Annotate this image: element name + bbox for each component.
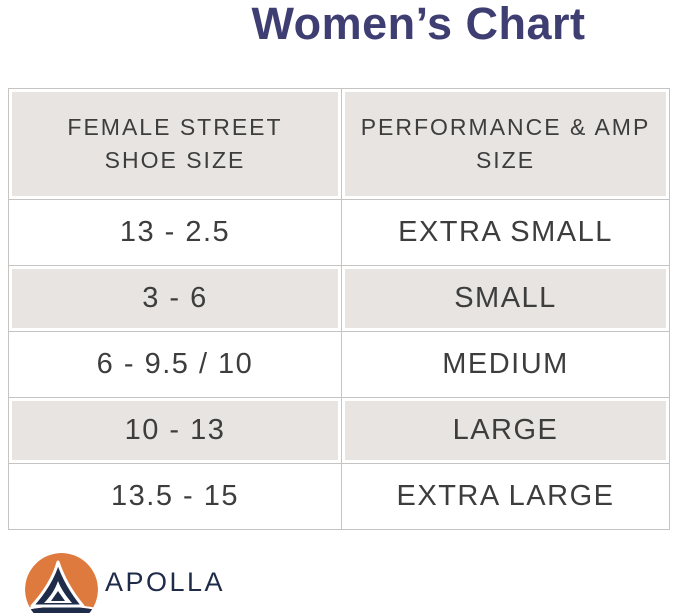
column-header-performance-amp-size: PERFORMANCE & AMP SIZE	[341, 88, 670, 200]
table-row: 3 - 6 SMALL	[8, 265, 670, 332]
brand-name: APOLLA	[105, 567, 226, 597]
shoe-size-cell: 13 - 2.5	[8, 199, 342, 266]
table-row: 6 - 9.5 / 10 MEDIUM	[8, 331, 670, 398]
garment-size-cell: EXTRA SMALL	[341, 199, 670, 266]
column-header-shoe-size: FEMALE STREET SHOE SIZE	[8, 88, 342, 200]
table-row: 13.5 - 15 EXTRA LARGE	[8, 463, 670, 530]
shoe-size-cell: 6 - 9.5 / 10	[8, 331, 342, 398]
header-line: FEMALE STREET	[67, 114, 283, 140]
garment-size-cell: MEDIUM	[341, 331, 670, 398]
shoe-size-cell: 10 - 13	[8, 397, 342, 464]
brand-footer: APOLLA	[25, 553, 225, 613]
shoe-size-cell: 3 - 6	[8, 265, 342, 332]
garment-size-cell: SMALL	[341, 265, 670, 332]
table-header-row: FEMALE STREET SHOE SIZE PERFORMANCE & AM…	[8, 88, 670, 200]
shoe-size-cell: 13.5 - 15	[8, 463, 342, 530]
garment-size-cell: LARGE	[341, 397, 670, 464]
table-row: 13 - 2.5 EXTRA SMALL	[8, 199, 670, 266]
header-line: PERFORMANCE & AMP	[360, 114, 651, 140]
header-line: SHOE SIZE	[104, 147, 246, 173]
womens-size-chart-table: FEMALE STREET SHOE SIZE PERFORMANCE & AM…	[8, 88, 670, 530]
page-title: Women’s Chart	[251, 0, 586, 49]
apolla-logo-icon	[25, 553, 98, 613]
header-line: SIZE	[475, 147, 536, 173]
garment-size-cell: EXTRA LARGE	[341, 463, 670, 530]
table-row: 10 - 13 LARGE	[8, 397, 670, 464]
